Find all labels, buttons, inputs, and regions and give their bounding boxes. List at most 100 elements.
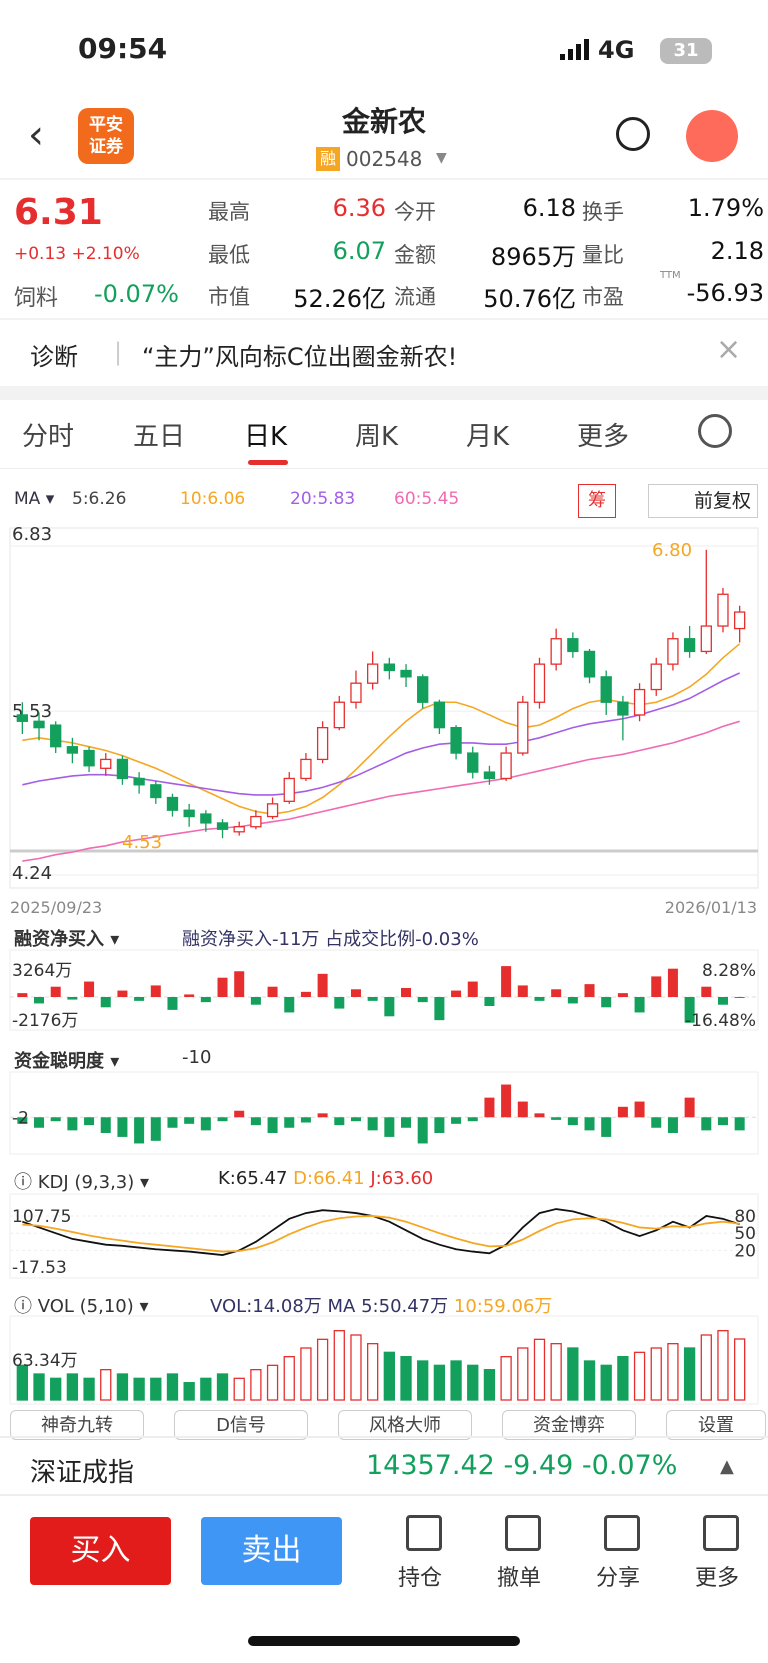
price: 6.31 — [14, 192, 103, 233]
volume-bar — [266, 1364, 279, 1401]
panel-frame — [9, 949, 759, 1031]
stock-code: 002548 — [346, 147, 423, 171]
chip-button[interactable]: 筹 — [578, 484, 616, 518]
change: +0.13 — [14, 244, 67, 264]
volume-bar — [16, 1364, 28, 1401]
bar — [634, 997, 645, 1013]
candle-body — [216, 822, 229, 830]
volume-bar — [717, 1330, 729, 1401]
bar — [451, 1117, 462, 1124]
field-label: 市盈 — [582, 285, 624, 309]
bar — [501, 1084, 512, 1118]
candle-body — [617, 701, 629, 716]
tab[interactable]: 更多 — [577, 422, 630, 452]
candle-body — [467, 752, 479, 773]
kdj-title: ⓘ KDJ (9,3,3) ▾ — [14, 1172, 150, 1193]
bar — [334, 997, 345, 1009]
bar — [134, 997, 145, 1001]
smart-name: 资金聪明度 — [14, 1051, 104, 1072]
margin-title: 融资净买入 ▾ — [14, 929, 120, 950]
candle-body — [550, 638, 562, 665]
diagnose-label: 诊断 — [30, 343, 78, 371]
bar — [467, 1117, 478, 1122]
candle-body — [567, 638, 579, 653]
avatar[interactable] — [686, 110, 738, 162]
candle-body — [266, 803, 279, 818]
tool-button[interactable]: 风格大师 — [338, 1410, 472, 1440]
tab[interactable]: 分时 — [22, 422, 75, 452]
volume-bar — [33, 1373, 45, 1401]
index-expand[interactable]: ▲ — [720, 1456, 734, 1477]
change-pct: +2.10% — [71, 244, 140, 264]
margin-tag: 融 — [316, 147, 340, 171]
action-label[interactable]: 更多 — [695, 1566, 740, 1591]
close-button[interactable]: × — [716, 332, 742, 367]
bar — [734, 997, 745, 998]
bar — [551, 1117, 562, 1120]
tab[interactable]: 周K — [355, 422, 399, 452]
margin-ratio: 占成交比例-0.03% — [325, 929, 479, 950]
tool-button[interactable]: 设置 — [666, 1410, 766, 1440]
settings-button[interactable] — [698, 414, 732, 448]
vol-ma10: 10:59.06万 — [453, 1296, 553, 1317]
candle-body — [517, 701, 529, 754]
sector-pct: -0.07% — [94, 280, 179, 308]
field-value: -56.93 — [686, 279, 764, 307]
adjust-button[interactable]: 前复权 — [648, 484, 758, 518]
tab[interactable]: 月K — [466, 422, 510, 452]
tool-button[interactable]: 资金博弈 — [502, 1410, 636, 1440]
volume-bar — [300, 1347, 312, 1401]
bar — [717, 997, 728, 1005]
action-label[interactable]: 持仓 — [398, 1566, 443, 1591]
action-label[interactable]: 分享 — [596, 1566, 641, 1591]
candle-body — [183, 809, 195, 818]
field-label: 市值 — [208, 285, 250, 309]
buy-button[interactable]: 买入 — [30, 1517, 171, 1585]
search-button[interactable] — [616, 117, 650, 151]
action-icon[interactable] — [505, 1515, 541, 1551]
action-icon[interactable] — [604, 1515, 640, 1551]
bar — [684, 997, 695, 1023]
bar — [534, 997, 545, 1001]
bar — [67, 1117, 78, 1131]
candle-body — [200, 813, 212, 824]
bar — [667, 1117, 678, 1133]
broker-logo[interactable]: 平安 证券 — [78, 108, 134, 164]
candle-body — [667, 638, 679, 665]
field-label: 流通 — [394, 285, 436, 309]
candle-body — [33, 720, 45, 729]
y-tick-label: 80 — [734, 1207, 756, 1227]
action-icon[interactable] — [703, 1515, 739, 1551]
tool-button[interactable]: D信号 — [174, 1410, 308, 1440]
sell-button[interactable]: 卖出 — [201, 1517, 342, 1585]
volume-bar — [100, 1369, 112, 1401]
candle-body — [683, 638, 696, 653]
bar — [601, 1117, 612, 1137]
diagnose-text[interactable]: “主力”风向标C位出圈金新农! — [142, 343, 458, 371]
status-time: 09:54 — [78, 32, 168, 65]
vol-ma5: 5:50.47万 — [361, 1296, 449, 1317]
tool-button[interactable]: 神奇九转 — [10, 1410, 144, 1440]
candle-body — [66, 746, 79, 754]
ma-title: MA — [14, 489, 41, 509]
candle-body — [483, 771, 496, 780]
code-dropdown[interactable]: ▼ — [436, 150, 447, 166]
tab[interactable]: 五日 — [133, 422, 186, 452]
volume-bar — [583, 1360, 596, 1401]
volume-bar — [417, 1360, 429, 1401]
bar — [117, 990, 128, 997]
bar — [501, 966, 512, 997]
bar — [434, 997, 445, 1021]
ma-label: MA ▾ — [14, 489, 55, 509]
tab[interactable]: 日K — [244, 422, 288, 452]
volume-bar — [450, 1360, 462, 1401]
volume-bar — [700, 1334, 712, 1401]
kdj-k: K:65.47 — [218, 1168, 288, 1189]
bar — [601, 997, 612, 1008]
back-button[interactable]: ‹ — [28, 112, 44, 158]
action-icon[interactable] — [406, 1515, 442, 1551]
ma-line — [22, 720, 740, 862]
action-label[interactable]: 撤单 — [497, 1566, 542, 1591]
volume-bar — [166, 1373, 179, 1401]
field-label: 今开 — [394, 200, 436, 224]
